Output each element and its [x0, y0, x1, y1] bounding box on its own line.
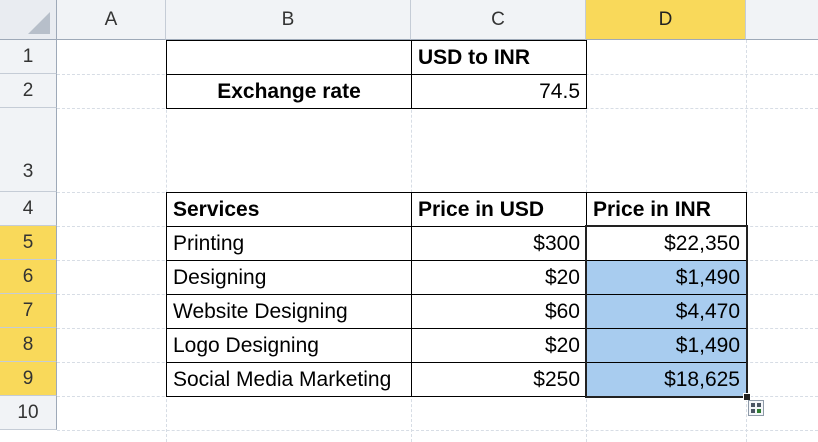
table-header-services[interactable]: Services: [166, 192, 412, 227]
table-row-inr-active[interactable]: $22,350: [586, 226, 747, 261]
autofill-grid-icon: [757, 403, 761, 407]
table-row-service[interactable]: Website Designing: [166, 294, 412, 329]
table-row-usd[interactable]: $20: [411, 260, 587, 295]
table-header-usd[interactable]: Price in USD: [411, 192, 587, 227]
table-row-service[interactable]: Social Media Marketing: [166, 362, 412, 397]
table-row-usd[interactable]: $250: [411, 362, 587, 397]
column-header-c[interactable]: C: [411, 0, 586, 40]
column-header-a[interactable]: A: [57, 0, 166, 40]
table-row-service[interactable]: Designing: [166, 260, 412, 295]
table-row-usd[interactable]: $60: [411, 294, 587, 329]
gridline: [57, 430, 818, 431]
row-header-1[interactable]: 1: [0, 40, 57, 74]
table-row-inr-selected[interactable]: $18,625: [586, 362, 747, 397]
row-header-8[interactable]: 8: [0, 328, 57, 362]
cell-c1-exchange-header[interactable]: USD to INR: [411, 40, 587, 75]
fill-handle[interactable]: [743, 393, 751, 401]
table-row-service[interactable]: Logo Designing: [166, 328, 412, 363]
table-row-inr-selected[interactable]: $1,490: [586, 328, 747, 363]
cell-c2-exchange-value[interactable]: 74.5: [411, 74, 587, 109]
table-header-inr[interactable]: Price in INR: [586, 192, 747, 227]
column-header-e[interactable]: [746, 0, 818, 40]
autofill-grid-icon: [751, 403, 755, 407]
row-header-4[interactable]: 4: [0, 192, 57, 226]
row-header-9[interactable]: 9: [0, 362, 57, 396]
table-row-inr-selected[interactable]: $1,490: [586, 260, 747, 295]
table-row-usd[interactable]: $300: [411, 226, 587, 261]
row-header-6[interactable]: 6: [0, 260, 57, 294]
row-header-7[interactable]: 7: [0, 294, 57, 328]
autofill-options-icon[interactable]: [748, 400, 764, 416]
select-all-icon: [28, 12, 50, 34]
cell-b2-exchange-label[interactable]: Exchange rate: [166, 74, 412, 109]
row-header-5[interactable]: 5: [0, 226, 57, 260]
select-all-corner[interactable]: [0, 0, 57, 40]
autofill-grid-icon: [751, 409, 755, 413]
table-row-inr-selected[interactable]: $4,470: [586, 294, 747, 329]
row-header-2[interactable]: 2: [0, 74, 57, 108]
row-header-10[interactable]: 10: [0, 396, 57, 430]
table-row-service[interactable]: Printing: [166, 226, 412, 261]
autofill-grid-icon: [757, 409, 761, 413]
table-row-usd[interactable]: $20: [411, 328, 587, 363]
column-header-d[interactable]: D: [586, 0, 746, 40]
column-header-b[interactable]: B: [166, 0, 411, 40]
cell-b1[interactable]: [166, 40, 412, 75]
row-header-3[interactable]: 3: [0, 108, 57, 192]
